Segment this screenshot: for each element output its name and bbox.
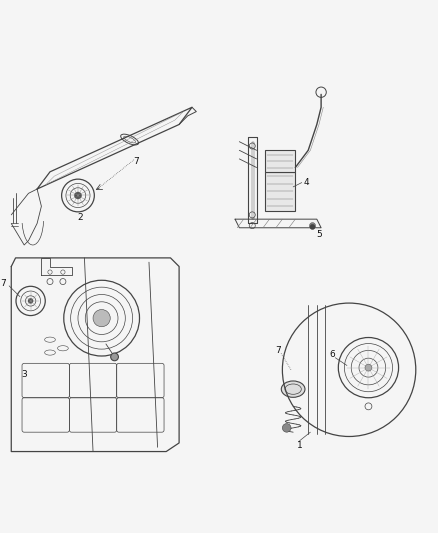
Circle shape (28, 299, 33, 303)
Text: 6: 6 (329, 350, 335, 359)
Text: 7: 7 (133, 157, 139, 166)
Text: 3: 3 (21, 369, 27, 378)
Circle shape (93, 310, 110, 327)
Text: 5: 5 (316, 230, 322, 239)
Circle shape (365, 364, 372, 371)
Text: 7: 7 (275, 346, 281, 355)
Circle shape (74, 192, 81, 199)
Circle shape (310, 224, 315, 230)
Circle shape (111, 353, 118, 361)
Text: 1: 1 (297, 441, 303, 450)
Ellipse shape (281, 381, 305, 397)
Circle shape (310, 223, 315, 229)
Text: 2: 2 (78, 213, 83, 222)
Bar (265, 172, 295, 211)
Text: 4: 4 (303, 178, 309, 187)
Circle shape (283, 424, 291, 432)
Text: 7: 7 (0, 279, 6, 288)
Bar (265, 150, 295, 172)
